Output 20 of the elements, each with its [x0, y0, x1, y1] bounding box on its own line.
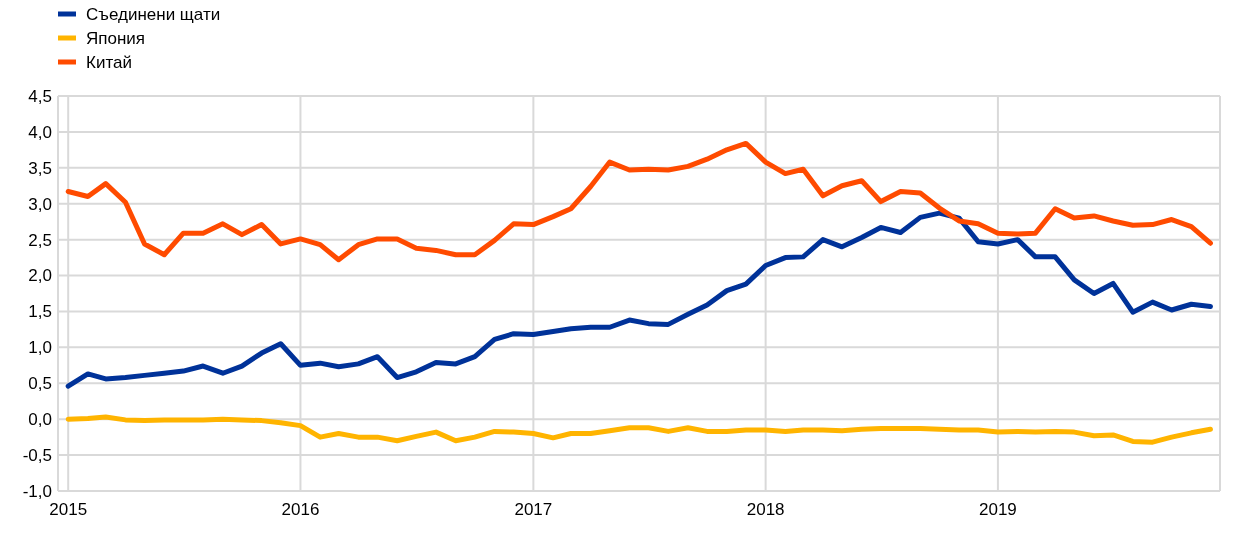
legend-label: Япония [86, 28, 146, 48]
y-tick-label: 4,0 [28, 122, 52, 142]
y-tick-label: 1,5 [28, 302, 52, 322]
y-tick-label: -1,0 [22, 481, 52, 501]
legend-label: Китай [86, 52, 132, 72]
y-tick-label: 2,5 [28, 230, 52, 250]
y-tick-label: 4,5 [28, 86, 52, 106]
y-tick-label: 1,0 [28, 338, 52, 358]
x-tick-label: 2019 [978, 500, 1017, 519]
y-tick-label: 3,0 [28, 194, 52, 214]
y-tick-label: 2,0 [28, 266, 52, 286]
x-tick-label: 2018 [746, 500, 785, 519]
legend-label: Съединени щати [86, 4, 221, 24]
y-tick-label: 0,0 [28, 410, 52, 430]
x-tick-label: 2015 [49, 500, 88, 519]
x-tick-label: 2016 [281, 500, 320, 519]
y-tick-label: 0,5 [28, 374, 52, 394]
y-tick-label: 3,5 [28, 158, 52, 178]
x-tick-label: 2017 [514, 500, 553, 519]
y-tick-label: -0,5 [22, 446, 52, 466]
